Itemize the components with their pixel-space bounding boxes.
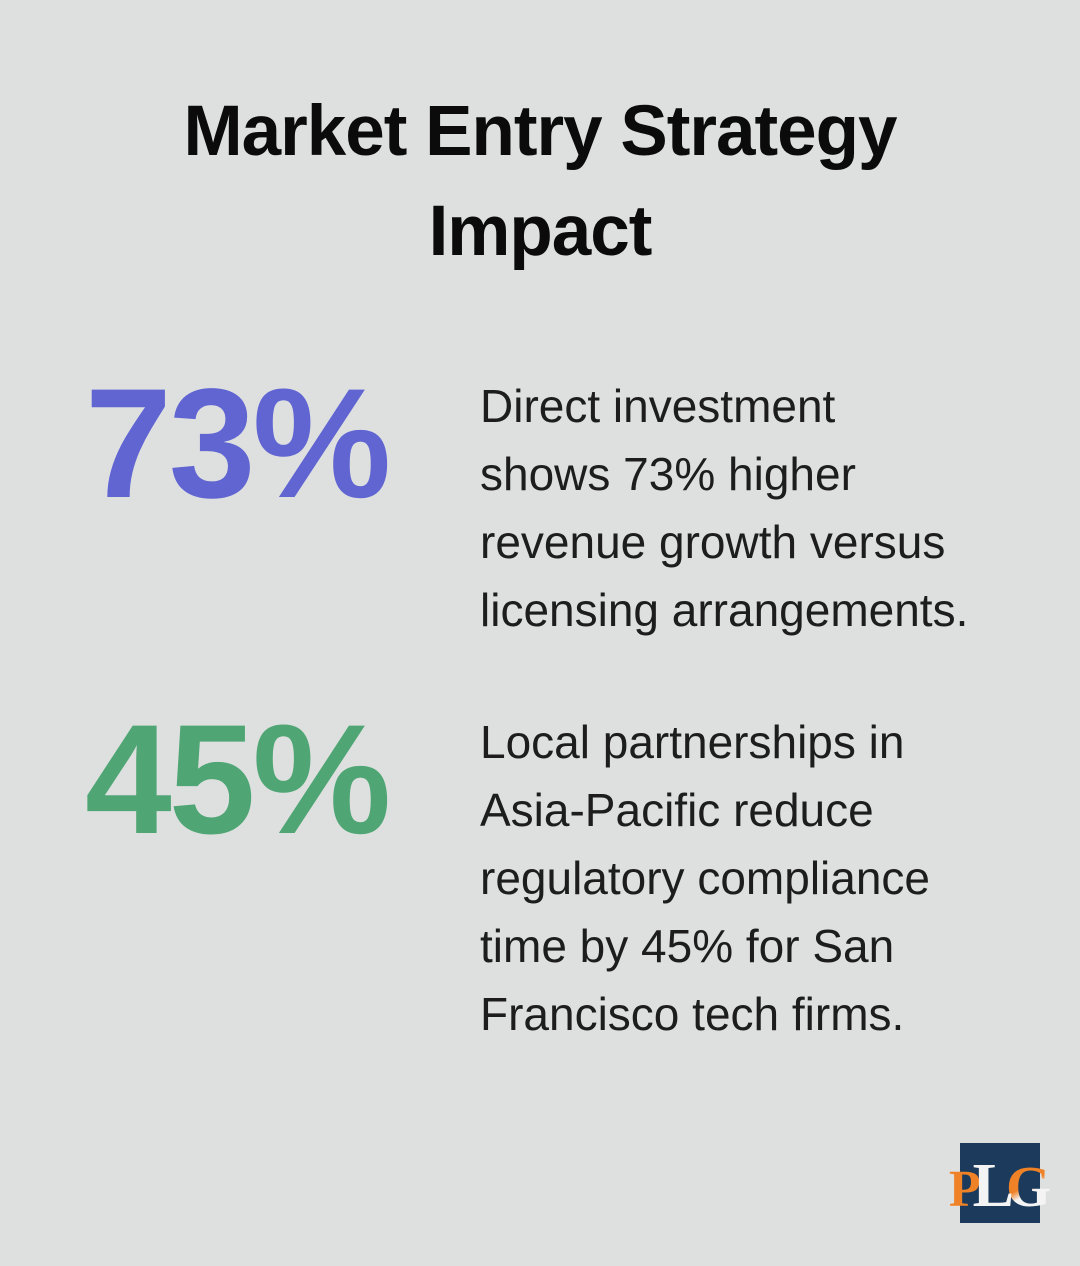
stat-description-local-partnerships: Local partnerships in Asia-Pacific reduc… [480, 716, 931, 1040]
stat-row-direct-investment: 73% Direct investment shows 73% higher r… [85, 366, 1080, 644]
stats-section: 73% Direct investment shows 73% higher r… [0, 366, 1080, 1048]
logo-letter-p: P [948, 1161, 981, 1218]
stat-value-45-percent: 45% [85, 693, 391, 867]
stat-row-local-partnerships: 45% Local partnerships in Asia-Pacific r… [85, 702, 1080, 1048]
stat-value-column: 45% [85, 702, 480, 858]
page-title: Market Entry Strategy Impact [183, 92, 898, 271]
logo-letter-g: G [1006, 1154, 1052, 1219]
logo-letter-l: L [972, 1152, 1014, 1220]
stat-description-direct-investment: Direct investment shows 73% higher reven… [480, 380, 969, 636]
plg-logo: P L G [949, 1143, 1051, 1223]
stat-value-column: 73% [85, 366, 480, 522]
stat-value-73-percent: 73% [85, 357, 391, 531]
